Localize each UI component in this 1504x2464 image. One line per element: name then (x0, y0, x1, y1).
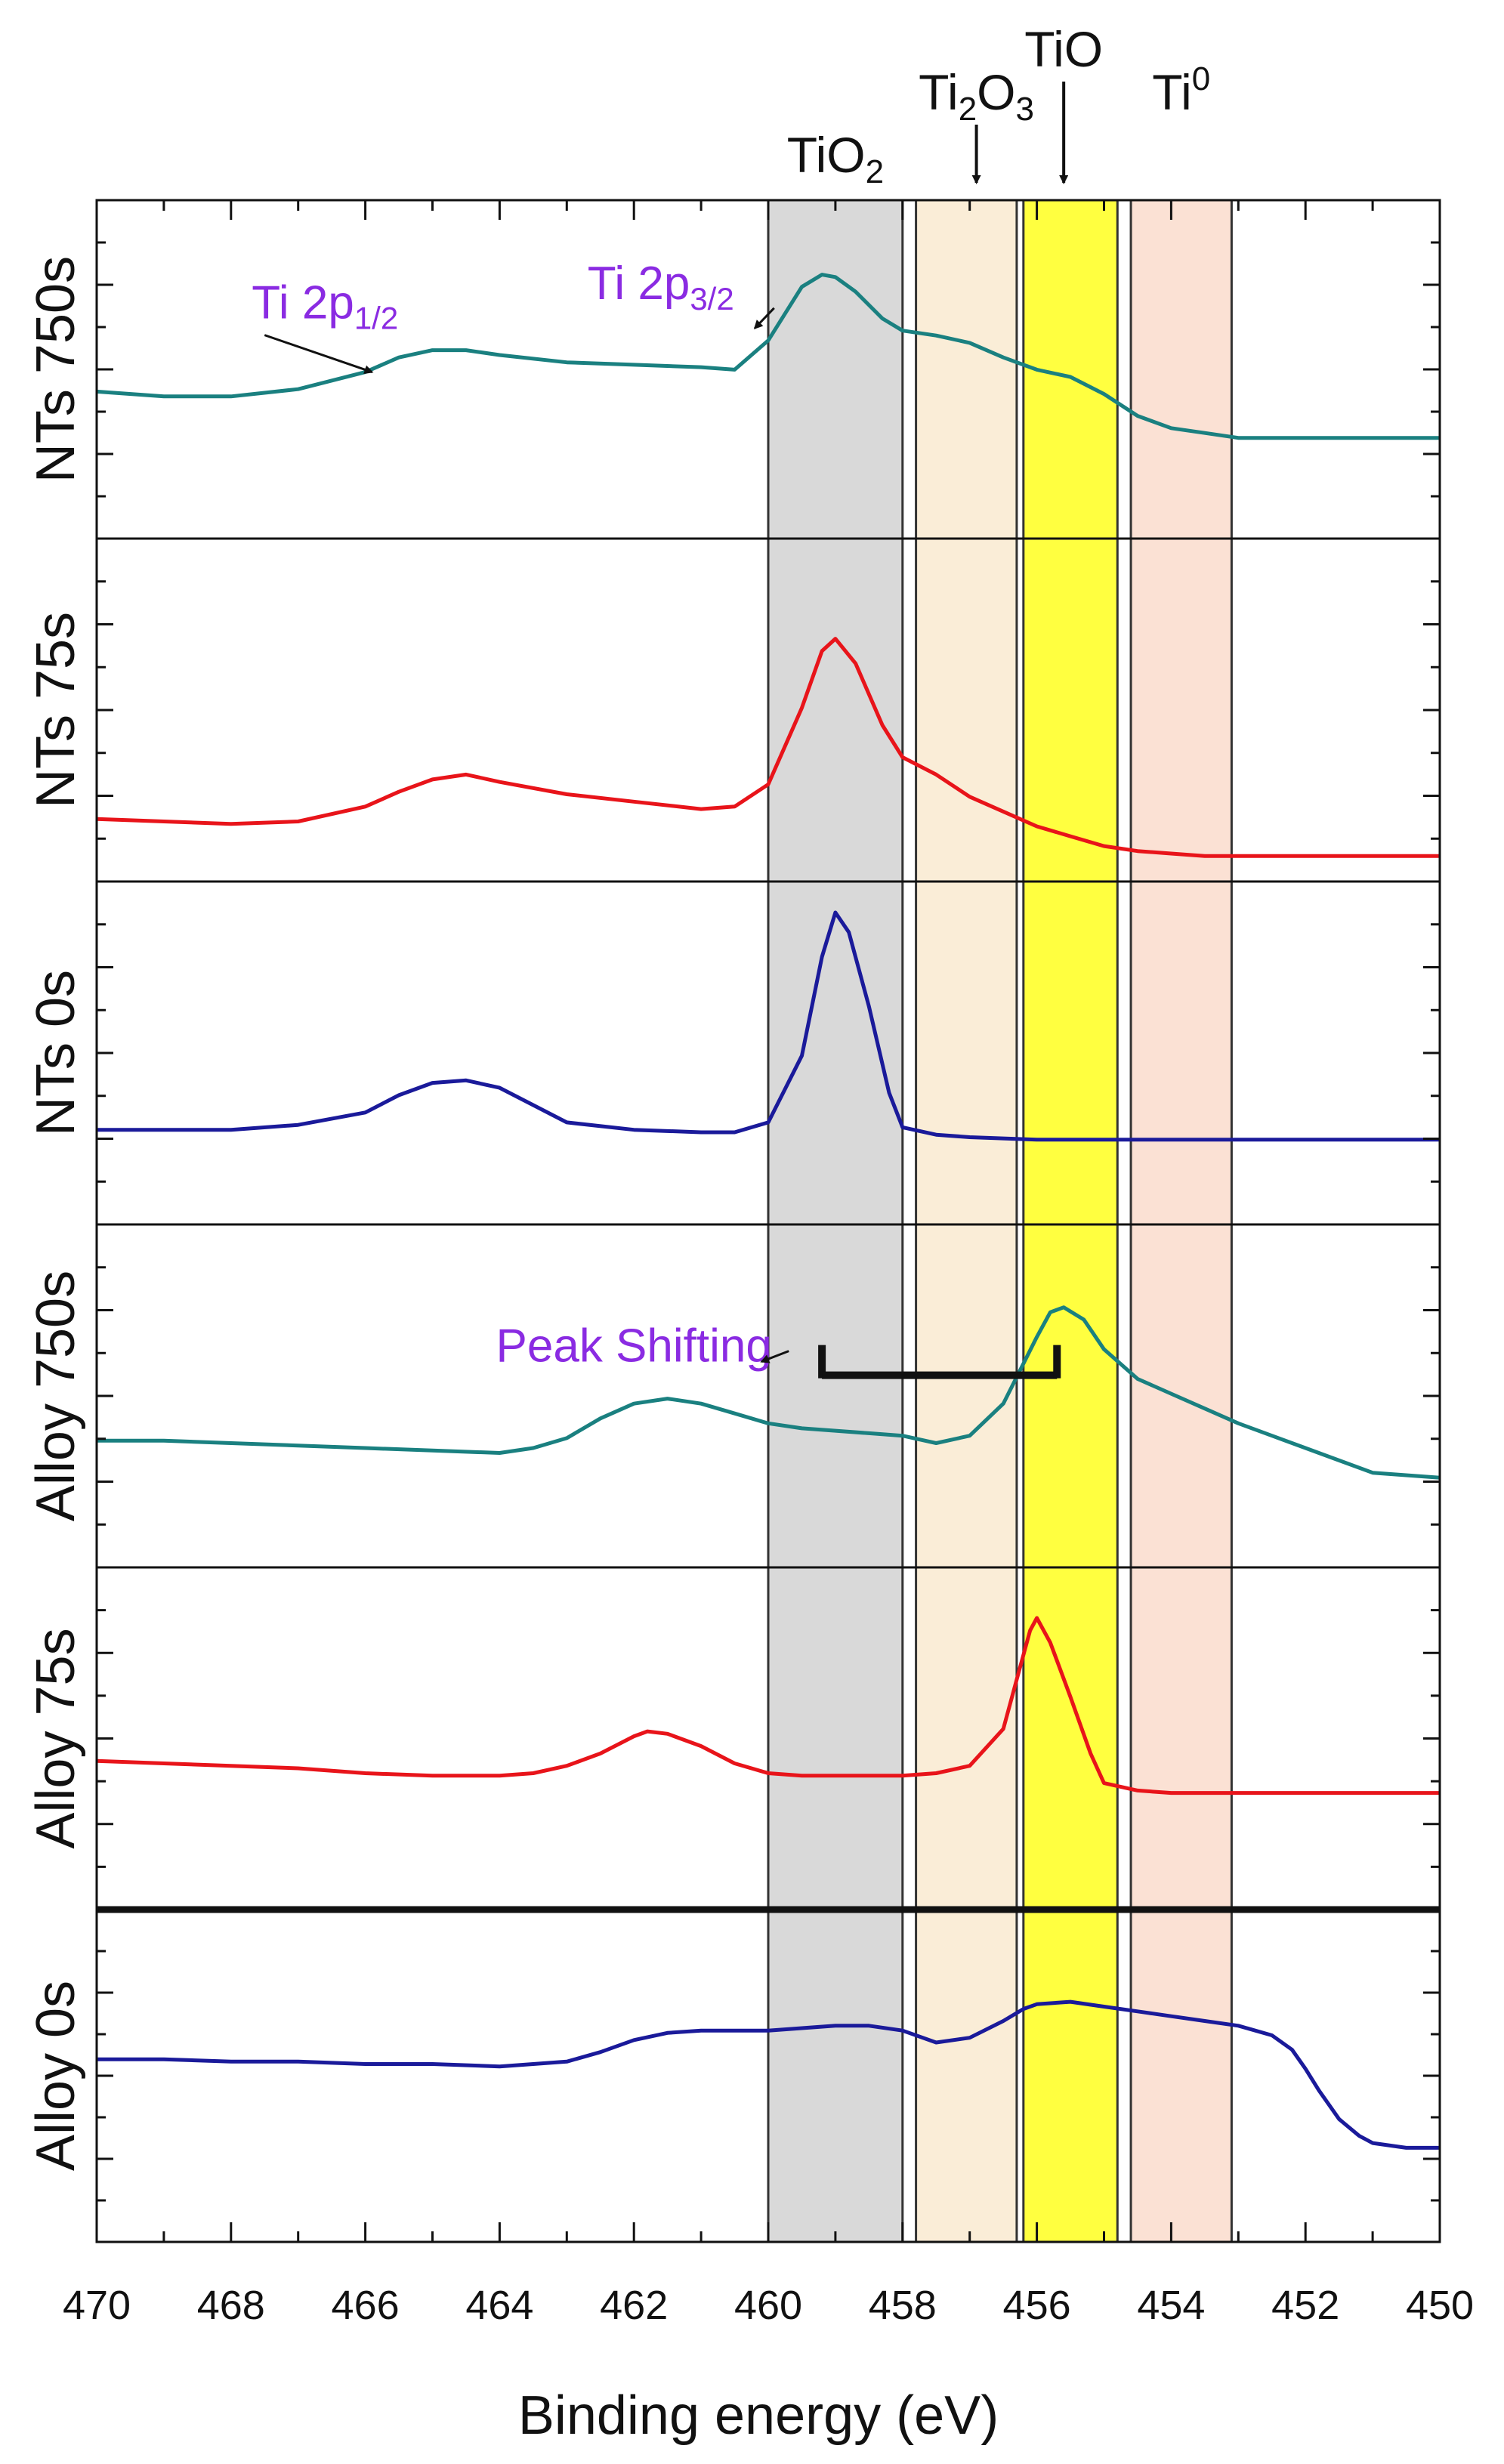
axis-ticks: 470 468 466 464 462 460 458 456 454 452 450 (63, 200, 1474, 2328)
x-tick-label: 460 (734, 2283, 802, 2328)
annotation-1: Ti 2p3/2 (588, 258, 734, 316)
panel-labels: NTs 750s NTs 75s NTs 0s Alloy 750s Alloy 75s… (26, 256, 86, 2171)
region-bands (767, 199, 1233, 2243)
x-tick-label: 450 (1406, 2283, 1474, 2328)
region-label-3: Ti0 (1152, 60, 1210, 120)
x-axis-title: Binding energy (eV) (518, 2385, 999, 2446)
panel-label-2: NTs 0s (26, 970, 86, 1136)
x-tick-label: 462 (600, 2283, 668, 2328)
series-line-4 (96, 1616, 1440, 1796)
x-tick-label: 456 (1003, 2283, 1071, 2328)
panel-label-5: Alloy 0s (26, 1981, 86, 2171)
annotation-arrow-1 (753, 307, 775, 329)
annotation-0: Ti 2p1/2 (252, 277, 398, 336)
panel-label-4: Alloy 75s (26, 1628, 86, 1848)
x-tick-label: 454 (1137, 2283, 1205, 2328)
annotation-arrow-0 (264, 334, 374, 375)
panel-label-3: Alloy 750s (26, 1271, 86, 1521)
annotation-2: Peak Shifting (496, 1320, 772, 1372)
panel-label-1: NTs 75s (26, 612, 86, 808)
series-line-5 (97, 1999, 1440, 2150)
x-tick-label: 470 (63, 2283, 131, 2328)
annotations: Ti 2p1/2 Ti 2p3/2 Peak Shifting (252, 258, 1061, 1379)
region-band-0 (767, 199, 904, 2243)
region-band-3 (1129, 199, 1233, 2243)
spectra-series (96, 273, 1441, 2150)
x-tick-label: 452 (1271, 2283, 1339, 2328)
series-line-1 (96, 637, 1440, 858)
x-tick-label: 466 (332, 2283, 400, 2328)
region-label-2: TiO (1024, 21, 1103, 77)
x-tick-label: 458 (869, 2283, 937, 2328)
region-label-0: TiO2 (787, 127, 884, 190)
series-line-3 (97, 1305, 1441, 1480)
series-line-0 (96, 273, 1440, 440)
region-band-1 (915, 199, 1018, 2243)
series-line-2 (97, 910, 1440, 1142)
panel-label-0: NTs 750s (26, 256, 86, 483)
region-band-2 (1022, 199, 1119, 2243)
x-tick-label: 464 (465, 2283, 533, 2328)
x-tick-label: 468 (197, 2283, 265, 2328)
region-label-1: Ti2O3 (919, 64, 1034, 128)
annotation-arrow-2 (760, 1350, 789, 1363)
